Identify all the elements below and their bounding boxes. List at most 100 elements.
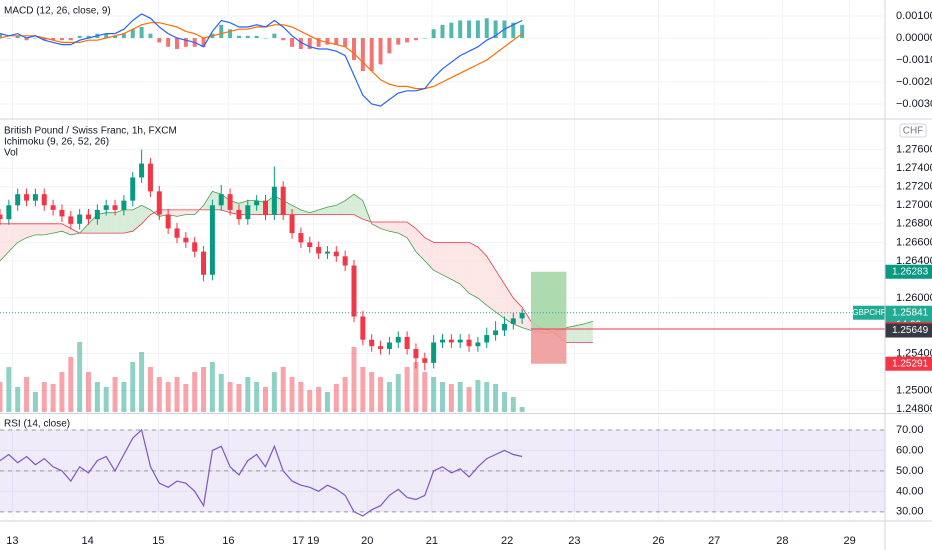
- y-tick-label: 0.00000: [896, 32, 932, 44]
- volume-bar: [236, 384, 242, 412]
- candle-body: [15, 194, 21, 206]
- candle-body: [386, 342, 392, 349]
- ichimoku-cloud: [327, 205, 337, 215]
- candle-body: [156, 191, 162, 215]
- ichimoku-cloud: [8, 223, 18, 252]
- candle-body: [324, 251, 330, 254]
- ichimoku-cloud: [132, 205, 142, 232]
- candle-body: [236, 209, 242, 220]
- y-tick-label: 1.26000: [896, 292, 932, 304]
- candle-body: [121, 200, 127, 210]
- pane-title: British Pound / Swiss Franc, 1h, FXCM: [4, 126, 177, 137]
- volume-bar: [130, 362, 136, 412]
- x-tick-label: 29: [843, 535, 855, 547]
- histogram-bar: [396, 38, 401, 45]
- candle-body: [510, 318, 516, 324]
- ichimoku-cloud: [354, 194, 363, 220]
- candle-body: [174, 228, 180, 238]
- histogram-bar: [77, 35, 82, 39]
- volume-bar: [254, 382, 260, 412]
- histogram-bar: [369, 38, 374, 71]
- volume-bar: [201, 367, 207, 412]
- histogram-bar: [51, 38, 56, 41]
- histogram-bar: [272, 33, 277, 39]
- candle-body: [112, 205, 118, 210]
- volume-bar: [324, 392, 330, 412]
- y-tick-label: 1.26600: [896, 236, 932, 248]
- y-tick-label: 1.24800: [896, 403, 932, 415]
- ichimoku-cloud: [477, 246, 487, 306]
- histogram-bar: [0, 33, 2, 39]
- ichimoku-cloud: [318, 207, 328, 215]
- candle-body: [493, 330, 499, 336]
- histogram-bar: [440, 24, 445, 39]
- histogram-bar: [121, 33, 126, 39]
- volume-bar: [440, 382, 445, 412]
- volume-bar: [165, 382, 171, 412]
- ichimoku-cloud: [115, 209, 124, 234]
- candle-body: [6, 205, 12, 220]
- histogram-bar: [15, 35, 20, 39]
- rsi-line: [0, 428, 523, 517]
- volume-bar: [360, 367, 366, 412]
- histogram-bar: [520, 24, 525, 39]
- ichimoku-cloud: [415, 228, 425, 261]
- histogram-bar: [405, 38, 410, 43]
- volume-bar: [6, 367, 12, 412]
- candle-body: [32, 194, 38, 201]
- pane-title: MACD (12, 26, close, 9): [4, 6, 111, 17]
- candle-body: [271, 186, 277, 215]
- volume-bar: [289, 377, 295, 412]
- volume-bar: [50, 384, 56, 412]
- x-tick-label: 22: [501, 535, 513, 547]
- ichimoku-cloud: [451, 242, 461, 285]
- histogram-bar: [334, 38, 339, 45]
- candle-body: [103, 205, 109, 210]
- candle-body: [280, 186, 286, 215]
- candle-body: [165, 214, 171, 229]
- y-tick-label: 50.00: [896, 465, 924, 477]
- indicator-title: Ichimoku (9, 26, 52, 26): [4, 137, 109, 148]
- candle-body: [183, 237, 189, 243]
- x-tick-label: 14: [81, 535, 93, 547]
- histogram-bar: [166, 38, 171, 47]
- volume-bar: [316, 387, 322, 412]
- histogram-bar: [431, 29, 436, 39]
- x-tick-label: 27: [708, 535, 720, 547]
- histogram-bar: [325, 38, 330, 45]
- x-tick-label: 13: [6, 535, 18, 547]
- histogram-bar: [24, 38, 29, 41]
- candle-body: [466, 339, 472, 347]
- volume-bar: [422, 372, 428, 412]
- volume-bar: [386, 382, 392, 412]
- volume-bar: [24, 377, 30, 412]
- ichimoku-cloud: [442, 242, 452, 280]
- ichimoku-cloud: [504, 284, 514, 324]
- ichimoku-cloud: [26, 223, 36, 238]
- candle-body: [519, 312, 525, 319]
- candle-body: [77, 214, 83, 224]
- ichimoku-cloud: [584, 321, 593, 343]
- position-loss: [531, 328, 567, 364]
- ichimoku-cloud: [575, 323, 585, 343]
- volume-bar: [32, 392, 38, 412]
- candle-body: [440, 339, 445, 343]
- candle-body: [457, 339, 463, 343]
- y-tick-label: 1.25400: [896, 348, 932, 360]
- ichimoku-cloud: [460, 242, 470, 294]
- pane-title: RSI (14, close): [4, 419, 70, 430]
- ichimoku-cloud: [433, 242, 443, 275]
- y-tick-label: 1.27000: [896, 199, 932, 211]
- histogram-bar: [307, 38, 312, 50]
- volume-bar: [103, 387, 109, 412]
- histogram-bar: [387, 38, 392, 54]
- ichimoku-cloud: [0, 223, 9, 261]
- histogram-bar: [86, 35, 91, 39]
- volume-bar: [351, 347, 357, 412]
- candle-body: [59, 209, 65, 217]
- candle-body: [218, 194, 224, 206]
- candle-body: [147, 163, 153, 192]
- candle-body: [413, 348, 419, 359]
- ichimoku-cloud: [407, 221, 416, 252]
- volume-bar: [59, 372, 65, 412]
